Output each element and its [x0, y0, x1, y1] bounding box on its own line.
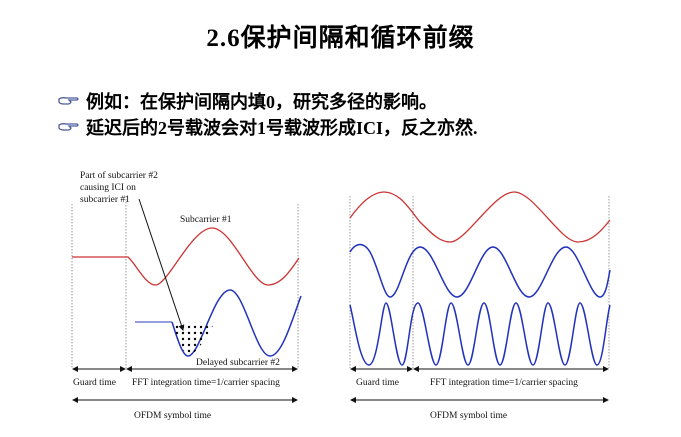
subcarrier2-wave: [171, 289, 302, 357]
subcarrier3-wave: [349, 302, 611, 366]
pointing-hand-icon: [58, 97, 79, 105]
right-diagram: Guard time FFT integration time=1/carrie…: [349, 191, 611, 421]
pointing-hand-icon: [58, 123, 79, 131]
slide-title: 2.6保护间隔和循环前缀: [206, 25, 475, 52]
bullet-list: 例如：在保护间隔内填0，研究多径的影响。 延迟后的2号载波会对1号载波形成ICI…: [58, 88, 478, 140]
ici-annotation-line2: causing ICI on: [80, 183, 136, 193]
bullet-item: 例如：在保护间隔内填0，研究多径的影响。: [58, 88, 478, 114]
left-diagram: Part of subcarrier #2 causing ICI on sub…: [71, 170, 302, 421]
annotation-pointer-arrow: [138, 198, 185, 331]
ici-annotation-line3: subcarrier #1: [80, 195, 130, 205]
subcarrier1-wave: [72, 227, 300, 286]
subcarrier2-label: Delayed subcarrier #2: [196, 358, 280, 368]
bullet-text: 延迟后的2号载波会对1号载波形成ICI，反之亦然.: [86, 118, 478, 138]
subcarrier2-wave: [349, 243, 611, 298]
guard-time-label: Guard time: [356, 378, 399, 388]
guard-time-label: Guard time: [73, 378, 116, 388]
fft-time-label: FFT integration time=1/carrier spacing: [430, 378, 578, 388]
bullet-text: 例如：在保护间隔内填0，研究多径的影响。: [86, 92, 437, 112]
bullet-item: 延迟后的2号载波会对1号载波形成ICI，反之亦然.: [58, 114, 478, 140]
subcarrier1-label: Subcarrier #1: [180, 215, 232, 225]
subcarrier1-wave: [349, 191, 611, 243]
ofdm-symbol-label: OFDM symbol time: [430, 411, 507, 421]
ofdm-symbol-label: OFDM symbol time: [134, 411, 211, 421]
ici-annotation-line1: Part of subcarrier #2: [80, 170, 158, 181]
fft-time-label: FFT integration time=1/carrier spacing: [132, 378, 280, 388]
